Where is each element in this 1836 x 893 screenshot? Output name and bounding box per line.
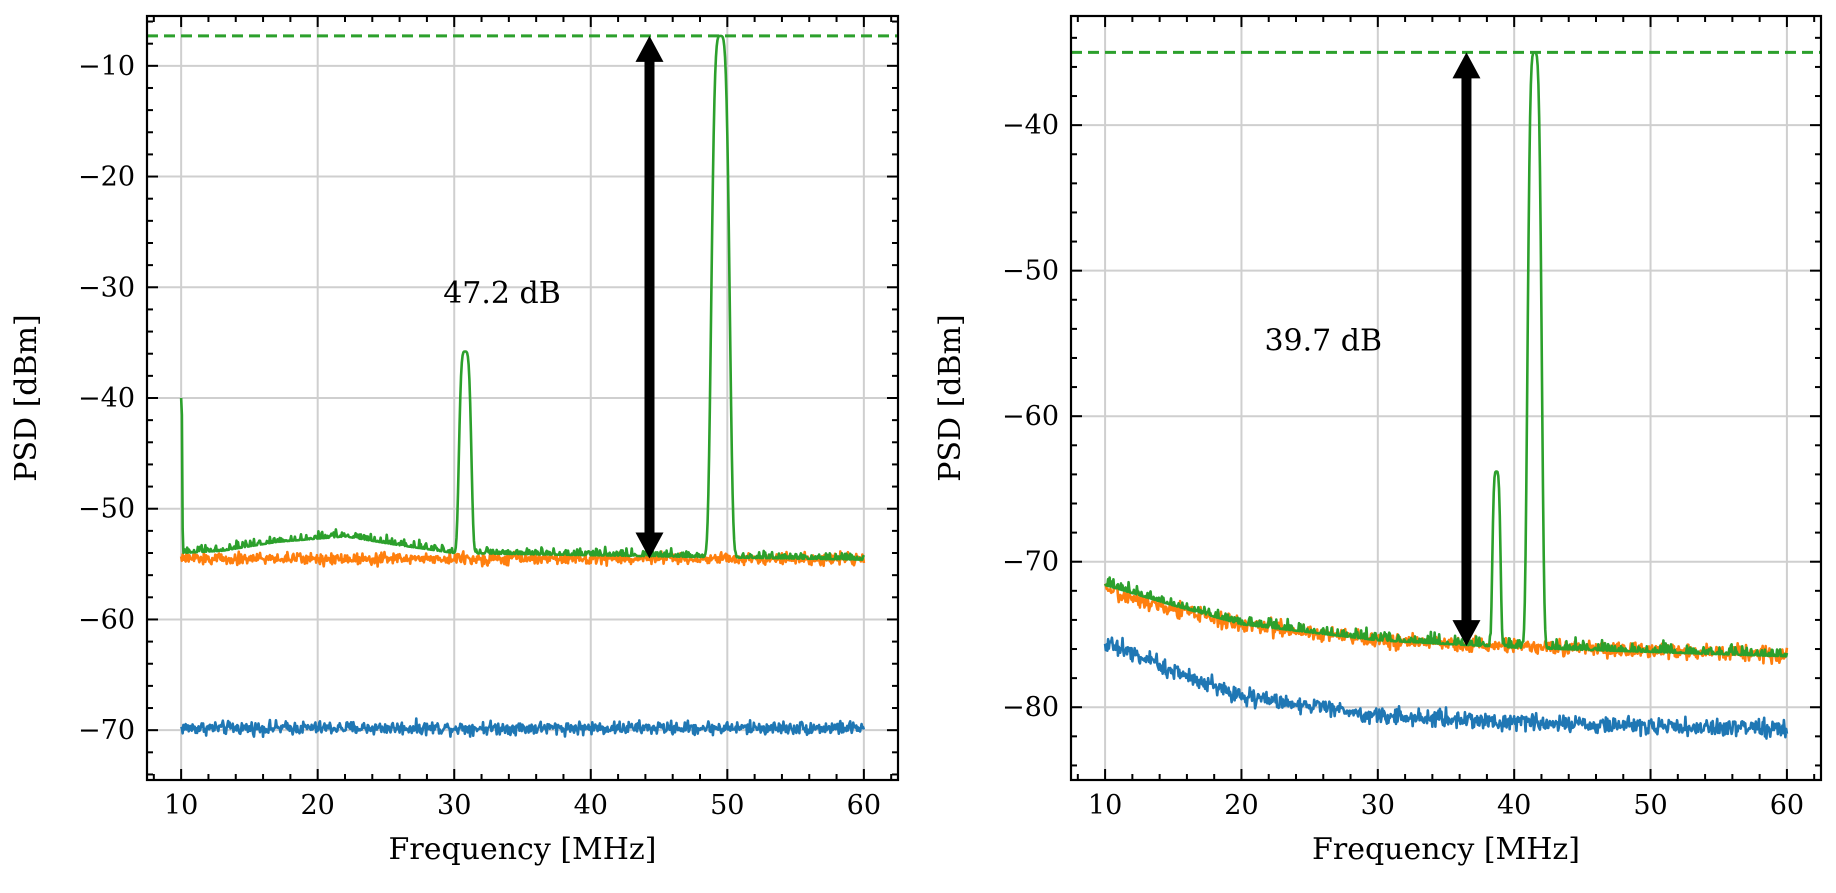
grid bbox=[147, 16, 898, 780]
x-tick-label: 60 bbox=[1770, 790, 1804, 821]
x-tick-label: 20 bbox=[301, 790, 335, 821]
y-tick-label: −50 bbox=[1002, 256, 1059, 287]
x-axis-label: Frequency [MHz] bbox=[1312, 832, 1580, 867]
x-tick-label: 10 bbox=[1088, 790, 1122, 821]
x-tick-label: 10 bbox=[164, 790, 198, 821]
x-tick-labels: 10 20 30 40 50 60 bbox=[164, 790, 881, 821]
y-axis-label: PSD [dBm] bbox=[933, 314, 968, 481]
arrow-shaft bbox=[1461, 77, 1472, 622]
axis-ticks bbox=[1071, 16, 1821, 780]
right-psd-panel: 39.7 dB 10 20 30 40 50 60 −80 −70 −60 −50 −40 Fre… bbox=[933, 14, 1823, 867]
x-axis-label: Frequency [MHz] bbox=[389, 832, 657, 867]
left-psd-panel: 47.2 dB 10 20 30 40 50 60 −70−60−50−40−30−20−… bbox=[9, 14, 900, 867]
y-tick-labels: −80 −70 −60 −50 −40 bbox=[1002, 110, 1059, 723]
x-tick-label: 50 bbox=[710, 790, 744, 821]
series-green-line bbox=[1103, 51, 1789, 658]
x-tick-label: 30 bbox=[437, 790, 471, 821]
arrow-shaft bbox=[644, 60, 655, 534]
arrow-head-top bbox=[635, 35, 664, 62]
y-tick-label: −70 bbox=[1002, 547, 1059, 578]
y-axis-label: PSD [dBm] bbox=[9, 314, 44, 481]
arrow-head-bottom bbox=[1452, 620, 1481, 647]
grid bbox=[1071, 16, 1821, 780]
delta-arrow bbox=[635, 35, 664, 559]
axis-ticks bbox=[147, 16, 898, 780]
y-tick-label: −40 bbox=[78, 383, 135, 414]
y-tick-label: −70 bbox=[78, 715, 135, 746]
arrow-head-bottom bbox=[635, 532, 664, 559]
series-blue-line bbox=[179, 717, 866, 739]
delta-annotation: 47.2 dB bbox=[443, 276, 561, 311]
delta-annotation: 39.7 dB bbox=[1264, 324, 1382, 359]
y-tick-label: −80 bbox=[1002, 692, 1059, 723]
y-tick-label: −60 bbox=[78, 604, 135, 635]
delta-arrow bbox=[1452, 52, 1481, 647]
y-tick-label: −50 bbox=[78, 494, 135, 525]
y-tick-label: −20 bbox=[78, 162, 135, 193]
x-tick-labels: 10 20 30 40 50 60 bbox=[1088, 790, 1804, 821]
series-group bbox=[179, 34, 866, 739]
y-tick-label: −10 bbox=[78, 51, 135, 82]
series-orange-line bbox=[1103, 583, 1789, 666]
x-tick-label: 30 bbox=[1361, 790, 1395, 821]
y-tick-label: −30 bbox=[78, 272, 135, 303]
y-tick-label: −40 bbox=[1002, 110, 1059, 141]
series-green-line bbox=[179, 34, 866, 561]
y-tick-labels: −70 −60 −50 −40 −30 −20 −10 bbox=[78, 51, 135, 746]
arrow-head-top bbox=[1452, 52, 1481, 79]
series-blue-line bbox=[1103, 636, 1789, 740]
x-tick-label: 50 bbox=[1633, 790, 1667, 821]
x-tick-label: 40 bbox=[1497, 790, 1531, 821]
series-group bbox=[1103, 51, 1789, 740]
x-tick-label: 60 bbox=[847, 790, 881, 821]
x-tick-label: 20 bbox=[1224, 790, 1258, 821]
plot-frame bbox=[1069, 14, 1823, 782]
y-tick-label: −60 bbox=[1002, 401, 1059, 432]
x-tick-label: 40 bbox=[574, 790, 608, 821]
